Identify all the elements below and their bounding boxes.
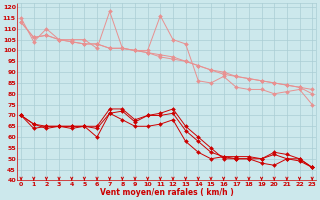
- X-axis label: Vent moyen/en rafales ( km/h ): Vent moyen/en rafales ( km/h ): [100, 188, 234, 197]
